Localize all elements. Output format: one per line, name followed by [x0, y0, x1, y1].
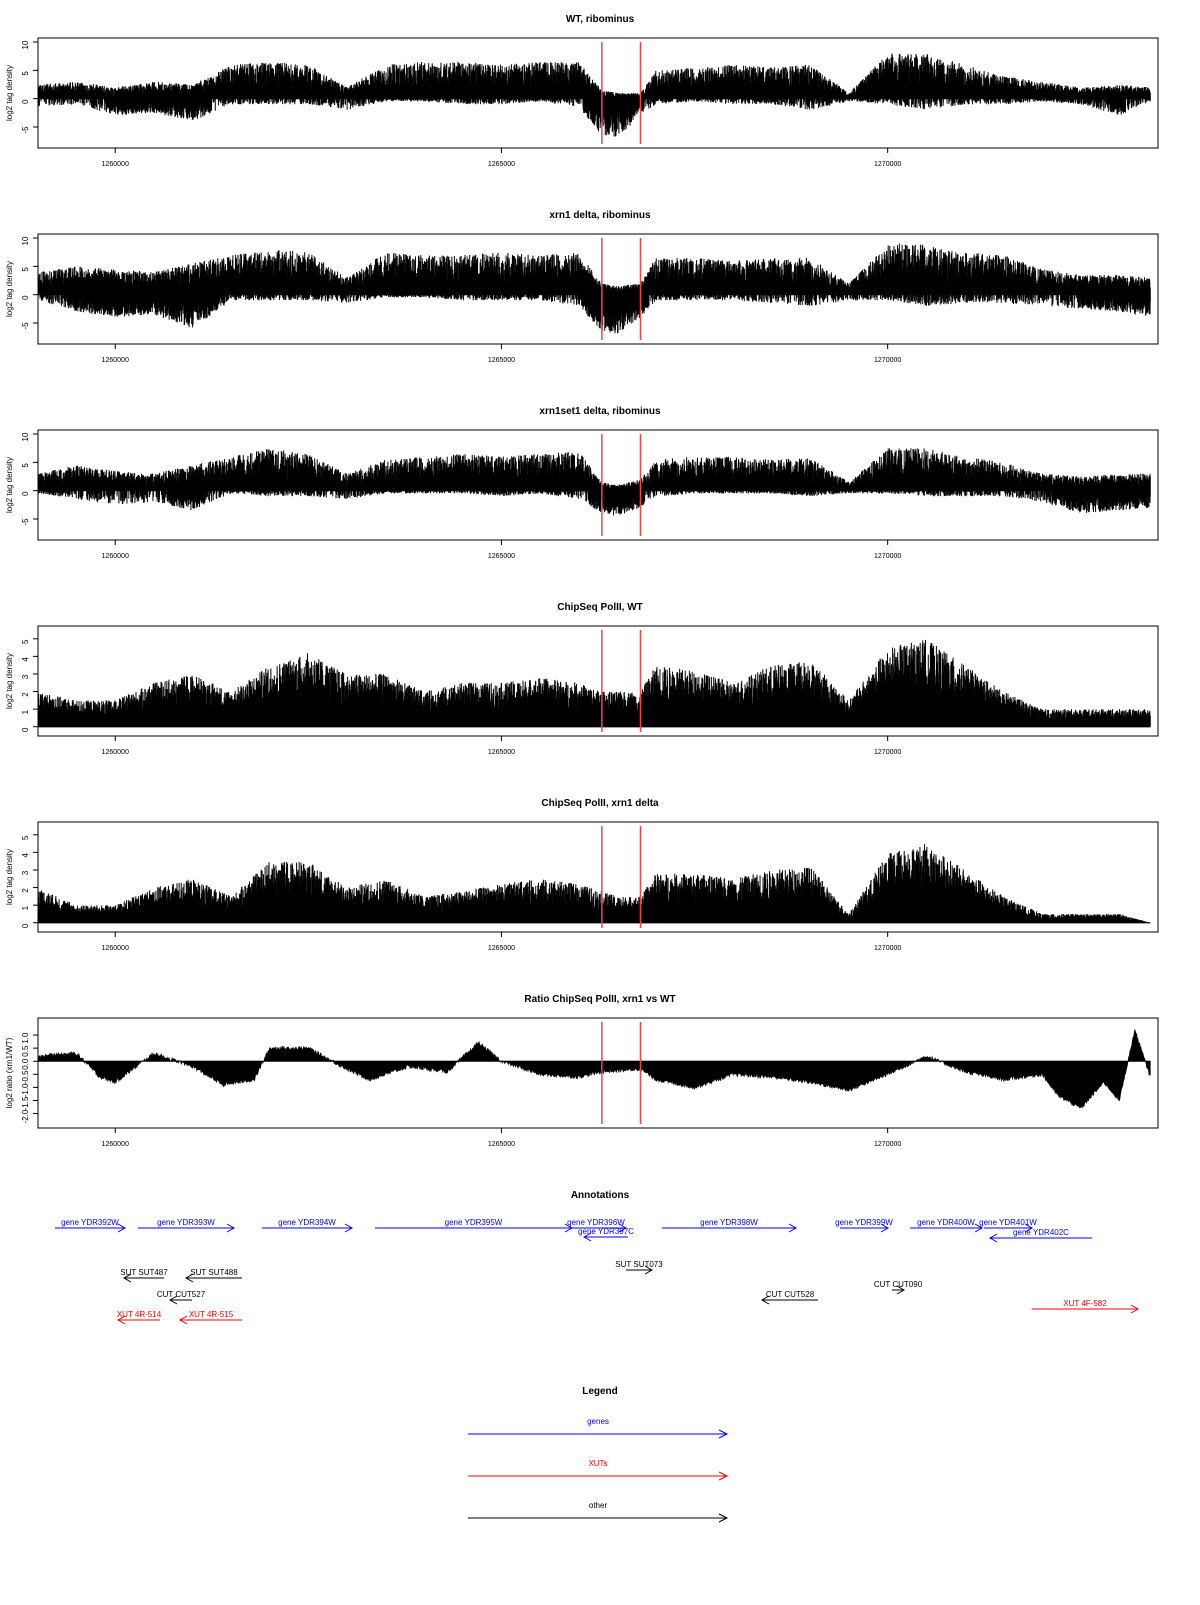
- y-axis-label: log2 tag density: [5, 65, 14, 121]
- y-tick-label: 5: [21, 71, 30, 76]
- y-tick-label: -5: [21, 126, 30, 134]
- y-tick-label: 0: [21, 99, 30, 104]
- x-tick-label: 1260000: [102, 161, 129, 168]
- x-tick-label: 1270000: [874, 161, 901, 168]
- x-tick-label: 1265000: [488, 161, 515, 168]
- y-tick-label: 10: [21, 40, 30, 49]
- chart-panel-1: WT, ribominus 10 5 0 -5 log2 tag density 12600…: [5, 14, 1158, 168]
- chart-title: WT, ribominus: [566, 14, 635, 25]
